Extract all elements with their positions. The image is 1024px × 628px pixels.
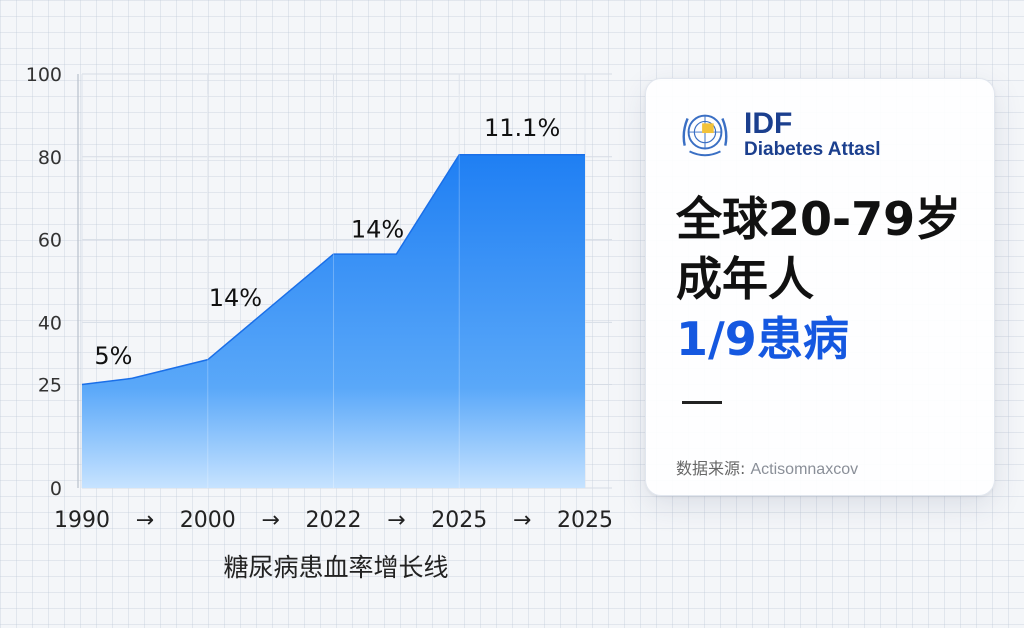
x-arrow: → <box>136 508 154 533</box>
brand-subtitle: Diabetes Attasl <box>744 138 881 160</box>
source-label: 数据来源: <box>676 459 746 478</box>
y-tick-label: 0 <box>50 478 62 500</box>
x-tick-label: 2000 <box>180 508 236 533</box>
x-arrow: → <box>387 508 405 533</box>
area-layer <box>81 94 585 489</box>
data-label: 5% <box>94 342 132 370</box>
info-card: IDF Diabetes Attasl 全球20-79岁 成年人 1/9患病 数… <box>645 78 995 496</box>
x-tick-label: 2025 <box>557 508 613 533</box>
x-tick-label: 2022 <box>306 508 362 533</box>
x-arrow: → <box>513 508 531 533</box>
area-chart: 0 25 40 60 80 100 1990 → 2000 → 2022 → 2025 → 2025 糖尿病患… <box>26 64 613 582</box>
headline-line-1: 全球20-79岁 <box>676 192 962 246</box>
chart-area: 0 25 40 60 80 100 1990 → 2000 → 2022 → 2025 → 2025 糖尿病患… <box>26 64 613 582</box>
y-tick-label: 40 <box>38 312 62 334</box>
data-label: 14% <box>209 284 262 312</box>
axes: 0 25 40 60 80 100 1990 → 2000 → 2022 → 2025 → 2025 糖尿病患… <box>26 64 613 582</box>
source-value: Actisomnaxcov <box>750 461 859 478</box>
data-label: 14% <box>351 216 404 244</box>
x-axis-title: 糖尿病患血率增长线 <box>223 553 448 582</box>
x-tick-label: 1990 <box>54 508 110 533</box>
data-labels: 5% 14% 14% 11.1% <box>94 114 560 370</box>
area-series <box>82 154 585 489</box>
headline-line-2: 成年人 <box>676 252 814 306</box>
y-tick-label: 80 <box>38 147 62 169</box>
divider <box>682 401 722 404</box>
area-series-line <box>81 153 585 386</box>
x-tick-label: 2025 <box>431 508 487 533</box>
un-emblem-icon <box>682 114 728 157</box>
brand-title: IDF <box>744 107 793 141</box>
data-label: 11.1% <box>484 114 560 142</box>
idf-logo: IDF Diabetes Attasl <box>676 105 881 163</box>
y-tick-label: 25 <box>38 375 62 397</box>
x-arrow: → <box>261 508 279 533</box>
source-note: 数据来源: Actisomnaxcov <box>676 455 858 479</box>
y-tick-label: 60 <box>38 230 62 252</box>
y-tick-label: 100 <box>26 64 62 86</box>
headline-line-3: 1/9患病 <box>676 312 849 366</box>
headline: 全球20-79岁 成年人 1/9患病 <box>676 189 986 369</box>
